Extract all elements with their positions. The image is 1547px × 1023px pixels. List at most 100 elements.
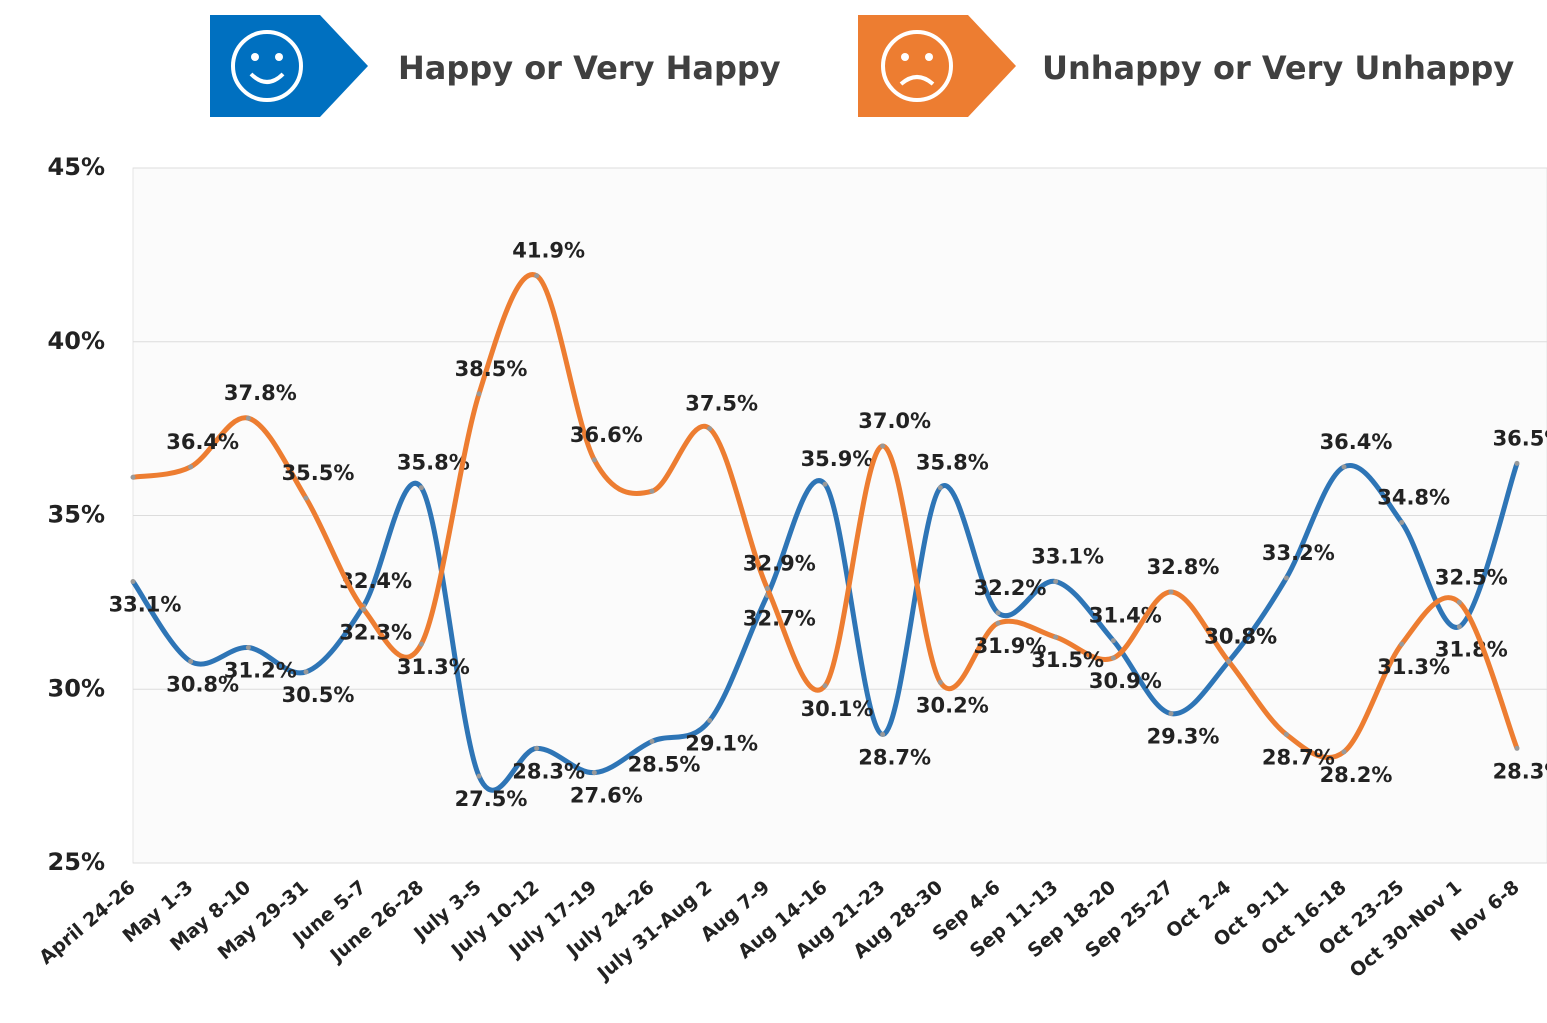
data-point [1399,641,1405,647]
data-label: 38.5% [455,357,528,381]
data-label: 31.2% [224,659,297,683]
data-point [303,495,309,501]
data-label: 33.2% [1262,541,1335,565]
data-point [1456,599,1462,605]
sad-face [881,30,953,102]
data-point [476,773,482,779]
data-label: 28.7% [858,745,931,769]
y-tick-label: 40% [48,327,105,355]
data-label: 30.2% [916,693,989,717]
legend-icon-happy [210,15,368,117]
data-label: 32.5% [1435,565,1508,589]
y-tick-label: 30% [48,674,105,702]
data-point [1168,589,1174,595]
data-point [995,610,1001,616]
eye [275,53,283,61]
data-point [649,738,655,744]
data-label: 28.2% [1320,763,1393,787]
eye [251,53,259,61]
data-label: 28.3% [512,759,585,783]
data-point [1110,638,1116,644]
data-label: 31.8% [1435,638,1508,662]
data-point [1399,519,1405,525]
data-label: 32.8% [1147,555,1220,579]
data-point [1168,711,1174,717]
data-point [822,481,828,487]
data-label: 41.9% [512,239,585,263]
mouth [899,75,935,86]
data-point [1283,731,1289,737]
data-point [1226,658,1232,664]
smile-face [231,30,303,102]
data-label: 28.7% [1262,745,1335,769]
data-point [1283,575,1289,581]
data-label: 31.5% [1031,648,1104,672]
data-point [188,658,194,664]
x-tick-label: April 24-26 [35,876,140,969]
data-label: 30.8% [1204,624,1277,648]
data-point [534,745,540,751]
data-label: 29.1% [685,732,758,756]
data-point [995,620,1001,626]
y-tick-label: 45% [48,153,105,181]
data-label: 31.3% [397,655,470,679]
data-point [1053,579,1059,585]
data-label: 36.4% [166,430,239,454]
data-label: 33.1% [1031,545,1104,569]
legend-label: Happy or Very Happy [398,49,781,87]
data-point [937,485,943,491]
data-point [1053,634,1059,640]
data-point [880,443,886,449]
data-label: 32.9% [743,551,816,575]
data-point [130,579,136,585]
data-label: 35.9% [801,447,874,471]
data-point [245,415,251,421]
data-label: 36.5% [1493,426,1547,450]
data-label: 28.5% [628,752,701,776]
data-label: 30.5% [282,683,355,707]
data-label: 27.6% [570,784,643,808]
data-label: 30.8% [166,672,239,696]
data-point [361,606,367,612]
data-point [707,426,713,432]
data-point [1341,749,1347,755]
data-label: 36.4% [1320,430,1393,454]
data-point [649,488,655,494]
series-line [132,272,1520,760]
data-point [245,645,251,651]
data-label: 37.0% [858,409,931,433]
data-point [418,485,424,491]
data-label: 30.9% [1089,669,1162,693]
data-point [188,464,194,470]
data-point [764,585,770,591]
data-point [880,731,886,737]
data-label: 31.9% [974,634,1047,658]
data-point [591,457,597,463]
data-label: 35.8% [916,451,989,475]
data-label: 35.5% [282,461,355,485]
data-point [591,770,597,776]
data-point [1341,464,1347,470]
data-point [130,474,136,480]
data-label: 27.5% [455,787,528,811]
data-point [476,391,482,397]
data-point [937,679,943,685]
data-label: 31.3% [1377,655,1450,679]
legend-label: Unhappy or Very Unhappy [1042,49,1514,87]
data-point [707,718,713,724]
data-point [534,273,540,279]
mouth [249,72,285,84]
data-point [822,683,828,689]
data-label: 37.5% [685,392,758,416]
legend: Happy or Very Happy Unhappy or Very Unha… [210,15,1514,117]
data-label: 33.1% [109,593,182,617]
data-point [1514,460,1520,466]
data-label: 30.1% [801,697,874,721]
eye [925,53,933,61]
data-label: 35.8% [397,451,470,475]
data-label: 32.3% [339,620,412,644]
data-point [303,669,309,675]
y-tick-label: 25% [48,848,105,876]
data-point [1110,655,1116,661]
